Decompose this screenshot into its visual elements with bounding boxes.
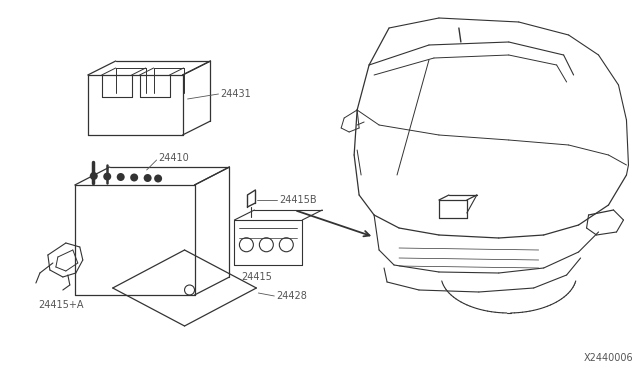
Text: 24410: 24410: [159, 153, 189, 163]
Circle shape: [143, 174, 152, 182]
Circle shape: [130, 173, 138, 182]
Text: 24415B: 24415B: [279, 195, 317, 205]
Circle shape: [103, 173, 111, 180]
Text: 24428: 24428: [276, 291, 307, 301]
Circle shape: [154, 174, 162, 183]
Text: 24415+A: 24415+A: [38, 300, 83, 310]
Text: X2440006: X2440006: [584, 353, 634, 363]
Circle shape: [90, 172, 98, 180]
Text: 24415: 24415: [241, 272, 272, 282]
Circle shape: [116, 173, 125, 181]
Text: 24431: 24431: [220, 89, 252, 99]
